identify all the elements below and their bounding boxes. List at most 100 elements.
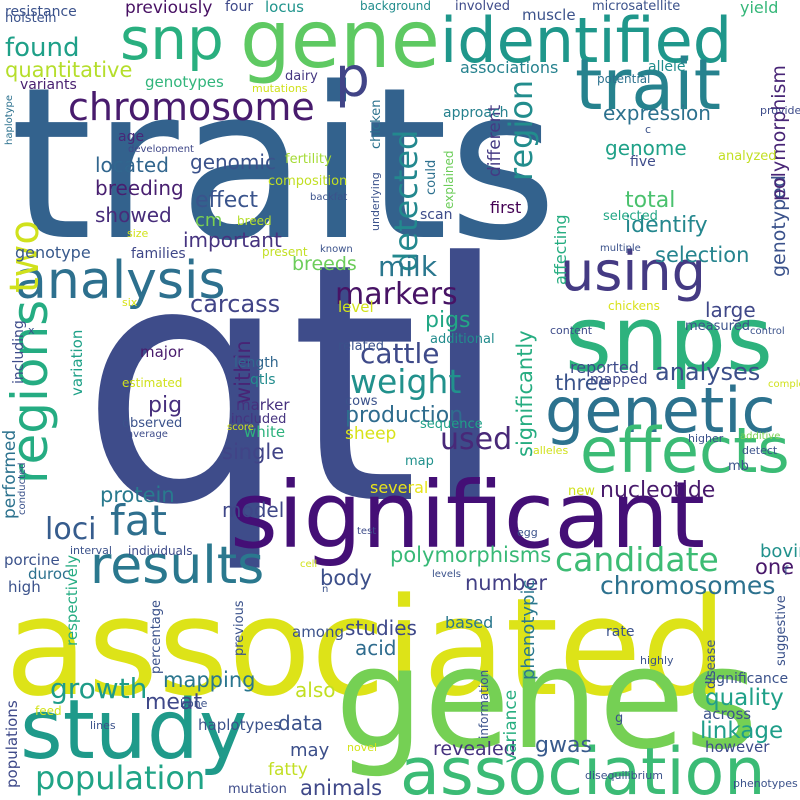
word-study: study [20, 683, 248, 778]
word-fat: fat [110, 496, 167, 545]
word-major: major [140, 343, 184, 361]
word-could: could [424, 159, 439, 195]
word-however: however [705, 738, 770, 756]
word-analysis: analysis [15, 251, 226, 311]
word-mutation: mutation [228, 782, 287, 797]
word-additive: additive [740, 431, 781, 442]
word-identified: identified [440, 4, 733, 77]
word-across: across [703, 705, 752, 723]
word-estimated: estimated [122, 376, 183, 390]
word-variance: variance [501, 689, 521, 763]
word-weight: weight [350, 362, 462, 401]
word-traits: traits [10, 42, 558, 287]
word-backfat: backfat [310, 192, 348, 203]
word-expression: expression [603, 101, 711, 125]
word-genome: genome [605, 136, 687, 160]
word-egg: egg [517, 526, 538, 539]
word-genetic: genetic [545, 374, 776, 447]
word-x: x [28, 324, 35, 337]
word-lines: lines [90, 719, 116, 732]
word-located: located [95, 153, 169, 177]
word-size: size [127, 227, 149, 240]
word-composition: composition [268, 174, 348, 189]
word-involved: involved [455, 0, 511, 14]
word-complex: complex [768, 379, 800, 390]
word-important: important [183, 228, 282, 252]
word-chromosome: chromosome [68, 85, 315, 129]
word-individuals: individuals [128, 544, 193, 558]
word-nucleotide: nucleotide [600, 478, 716, 503]
word-loci: loci [45, 512, 97, 547]
word-mapped: mapped [590, 372, 648, 388]
word-dairy: dairy [285, 69, 318, 84]
word-variation: variation [68, 329, 86, 396]
word-control: control [750, 326, 785, 337]
word-levels: levels [432, 569, 461, 580]
word-also: also [295, 678, 336, 702]
word-multiple: multiple [600, 243, 641, 254]
word-previous: previous [232, 600, 247, 656]
word-observed: observed [122, 416, 183, 431]
word-approach: approach [443, 105, 509, 121]
word-used: used [440, 422, 513, 457]
word-mapping: mapping [163, 668, 256, 692]
word-genes: genes [335, 618, 758, 781]
word-breeds: breeds [292, 253, 357, 275]
word-scan: scan [420, 207, 453, 223]
word-alleles: alleles [533, 444, 569, 457]
word-potential: potential [597, 72, 651, 86]
word-number: number [465, 571, 547, 595]
word-significantly: significantly [513, 330, 537, 457]
word-content: content [550, 324, 593, 337]
word-average: average [127, 429, 168, 440]
word-cattle: cattle [360, 337, 440, 370]
word-analyzed: analyzed [718, 149, 777, 164]
word-milk: milk [378, 250, 438, 283]
word-present: present [262, 245, 308, 259]
word-snp: snp [120, 5, 224, 73]
word-five: five [630, 154, 656, 170]
word-sequence: sequence [420, 417, 483, 432]
word-studies: studies [345, 616, 417, 640]
word-snps: snps [565, 287, 773, 392]
word-percentage: percentage [149, 599, 164, 674]
word-age: age [118, 129, 145, 145]
word-resistance: resistance [5, 4, 77, 20]
word-novel: novel [347, 741, 378, 754]
word-muscle: muscle [522, 6, 576, 24]
word-pigs: pigs [425, 308, 471, 333]
word-animals: animals [300, 776, 383, 800]
word-production: production [345, 403, 464, 428]
word-region: region [502, 79, 540, 181]
word-populations: populations [3, 700, 21, 788]
word-haplotypes: haplotypes [198, 716, 281, 734]
word-association: association [400, 735, 766, 800]
word-genotype: genotype [15, 243, 91, 262]
word-population: population [35, 759, 206, 797]
word-bovine: bovine [760, 541, 800, 562]
word-first: first [490, 198, 522, 217]
word-including: including [11, 320, 27, 384]
word-results: results [90, 536, 265, 596]
word-quality: quality [705, 685, 784, 711]
word-pig: pig [148, 393, 183, 418]
word-associated: associated [5, 569, 728, 726]
word-microsatellite: microsatellite [592, 0, 681, 14]
word-variants: variants [20, 77, 77, 93]
word-gene: gene [240, 0, 440, 86]
word-showed: showed [95, 203, 172, 227]
word-analyses: analyses [655, 358, 761, 386]
word-fertility: fertility [285, 152, 332, 167]
word-polymorphisms: polymorphisms [390, 543, 552, 567]
word-families: families [131, 246, 186, 262]
word-high: high [8, 578, 41, 596]
word-six: six [122, 296, 138, 309]
word-single: single [222, 440, 285, 464]
word-white: white [244, 423, 286, 441]
word-affecting: affecting [551, 214, 570, 285]
word-background: background [360, 0, 431, 13]
word-four: four [225, 0, 254, 15]
word-reported: reported [570, 358, 639, 377]
word-additional: additional [430, 332, 495, 347]
word-genomic: genomic [190, 150, 276, 174]
